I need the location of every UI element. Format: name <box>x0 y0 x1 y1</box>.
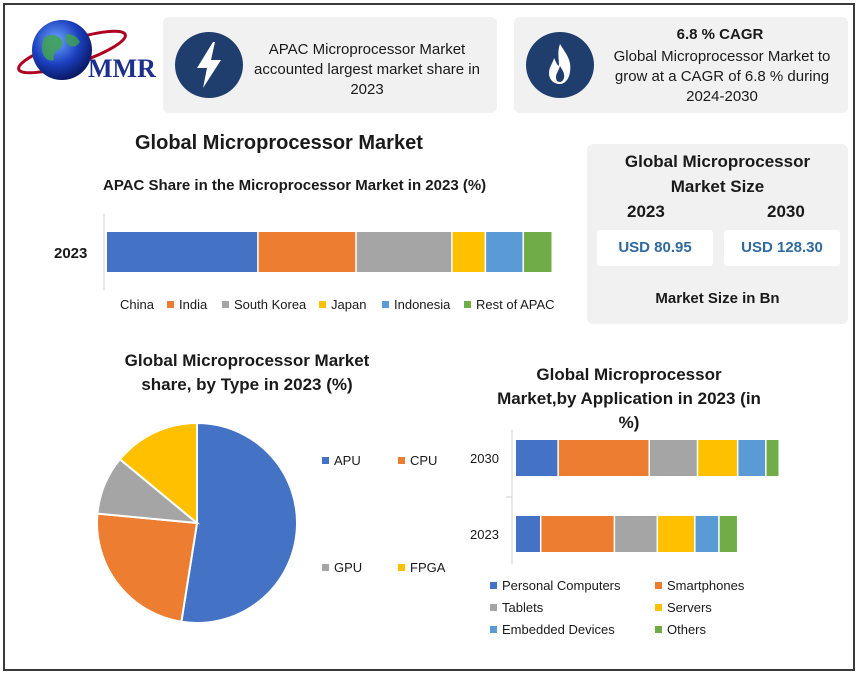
legend-label: Smartphones <box>667 578 745 593</box>
logo-text: MMR <box>88 54 156 83</box>
legend-swatch <box>222 301 229 308</box>
legend-label: GPU <box>334 560 363 575</box>
apac-share-chart: 2023 <box>54 214 552 290</box>
flame-icon <box>526 32 594 98</box>
application-legend-others: Others <box>655 622 706 637</box>
apac-legend-south-korea: South Korea <box>222 297 306 312</box>
application-legend-embedded-devices: Embedded Devices <box>490 622 615 637</box>
application-legend-servers: Servers <box>655 600 712 615</box>
pie-slice-apu <box>180 421 298 624</box>
pie-slice-fpga <box>118 421 198 526</box>
application-bar-2023-embedded-devices <box>695 516 719 552</box>
application-bar-2030-others <box>766 440 779 476</box>
apac-bar-japan <box>452 232 485 272</box>
legend-label: Tablets <box>502 600 544 615</box>
apac-chart-title: APAC Share in the Microprocessor Market … <box>103 177 487 194</box>
application-category-2030: 2030 <box>470 451 499 466</box>
application-bar-2030-personal-computers <box>516 440 558 476</box>
application-bar-2023-tablets <box>615 516 657 552</box>
apac-legend-rest-of-apac: Rest of APAC <box>464 297 555 312</box>
logo: MMR <box>14 18 166 88</box>
legend-label: Indonesia <box>394 297 451 312</box>
legend-label: China <box>120 297 154 312</box>
legend-swatch <box>490 626 497 633</box>
legend-swatch <box>398 457 405 464</box>
legend-label: South Korea <box>234 297 307 312</box>
legend-swatch <box>490 582 497 589</box>
legend-label: India <box>179 297 208 312</box>
application-legend-tablets: Tablets <box>490 600 543 615</box>
legend-label: Others <box>667 622 707 637</box>
apac-bar-india <box>258 232 356 272</box>
pie-legend-cpu: CPU <box>398 453 437 468</box>
pie-legend-apu: APU <box>322 453 361 468</box>
application-category-2023: 2023 <box>470 527 499 542</box>
market-size-panel: Global Microprocessor Market Size 2023 2… <box>587 144 848 324</box>
application-bar-2023-others <box>719 516 737 552</box>
application-bar-2030-embedded-devices <box>738 440 766 476</box>
application-bar-2030-smartphones <box>558 440 649 476</box>
globe-icon <box>17 20 127 80</box>
application-bar-2023-smartphones <box>541 516 614 552</box>
legend-swatch <box>655 626 662 633</box>
value-2023: USD 80.95 <box>597 230 713 266</box>
banner-left: APAC Microprocessor Market accounted lar… <box>163 17 497 113</box>
legend-swatch <box>655 604 662 611</box>
application-bar-2030-servers <box>698 440 737 476</box>
market-size-title: Global Microprocessor Market Size <box>624 152 811 196</box>
lightning-icon <box>175 32 243 98</box>
application-bar-2023-personal-computers <box>516 516 540 552</box>
apac-bar-china <box>107 232 258 272</box>
apac-legend-india: India <box>167 297 207 312</box>
type-share-pie-chart <box>96 421 298 624</box>
year-2023-label: 2023 <box>627 202 665 221</box>
legend-swatch <box>490 604 497 611</box>
application-share-chart: 2030 2023 <box>470 430 779 564</box>
apac-legend-indonesia: Indonesia <box>382 297 450 312</box>
legend-label: Japan <box>331 297 367 312</box>
market-size-footer: Market Size in Bn <box>655 290 780 307</box>
pie-chart-title: Global Microprocessor Market share, by T… <box>124 351 370 394</box>
banner-left-text: APAC Microprocessor Market accounted lar… <box>254 41 480 98</box>
infographic-frame <box>3 3 855 671</box>
cagr-title: 6.8 % CAGR <box>676 26 764 43</box>
application-chart-title: Global Microprocessor Market,by Applicat… <box>497 365 761 432</box>
banner-right-text: Global Microprocessor Market to grow at … <box>613 48 831 105</box>
legend-swatch <box>398 564 405 571</box>
value-2030: USD 128.30 <box>724 230 840 266</box>
application-legend-smartphones: Smartphones <box>655 578 744 593</box>
legend-label: Personal Computers <box>502 578 621 593</box>
application-bar-2030-tablets <box>650 440 697 476</box>
legend-swatch <box>382 301 389 308</box>
legend-swatch <box>322 457 329 464</box>
legend-swatch <box>108 301 115 308</box>
legend-swatch <box>322 564 329 571</box>
apac-category-label: 2023 <box>54 245 87 262</box>
apac-bar-south-korea <box>356 232 452 272</box>
legend-label: Embedded Devices <box>502 622 615 637</box>
legend-swatch <box>167 301 174 308</box>
apac-bar-rest-of-apac <box>524 232 552 272</box>
application-legend-personal-computers: Personal Computers <box>490 578 621 593</box>
banner-right: 6.8 % CAGR Global Microprocessor Market … <box>514 17 848 113</box>
legend-swatch <box>464 301 471 308</box>
legend-swatch <box>655 582 662 589</box>
legend-swatch <box>319 301 326 308</box>
apac-legend-japan: Japan <box>319 297 366 312</box>
legend-label: Servers <box>667 600 712 615</box>
legend-label: CPU <box>410 453 438 468</box>
year-2030-label: 2030 <box>767 202 805 221</box>
pie-slice-cpu <box>96 512 199 623</box>
main-title: Global Microprocessor Market <box>135 132 423 154</box>
legend-label: Rest of APAC <box>476 297 555 312</box>
apac-legend-china: China <box>108 297 154 312</box>
legend-label: FPGA <box>410 560 446 575</box>
application-bar-2023-servers <box>658 516 695 552</box>
pie-legend-gpu: GPU <box>322 560 362 575</box>
pie-legend-fpga: FPGA <box>398 560 445 575</box>
apac-bar-indonesia <box>486 232 523 272</box>
legend-label: APU <box>334 453 361 468</box>
